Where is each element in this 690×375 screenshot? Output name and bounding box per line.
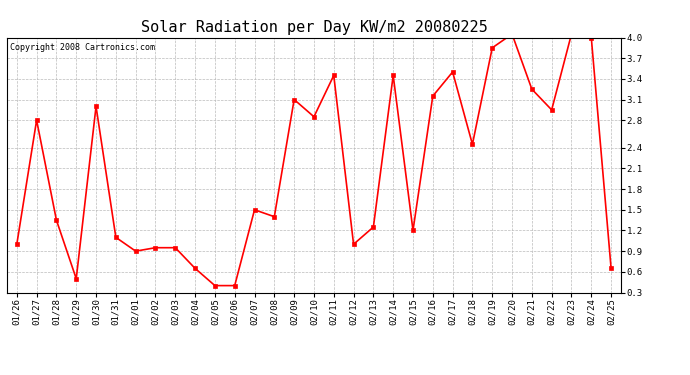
Text: Copyright 2008 Cartronics.com: Copyright 2008 Cartronics.com <box>10 43 155 52</box>
Title: Solar Radiation per Day KW/m2 20080225: Solar Radiation per Day KW/m2 20080225 <box>141 20 487 35</box>
